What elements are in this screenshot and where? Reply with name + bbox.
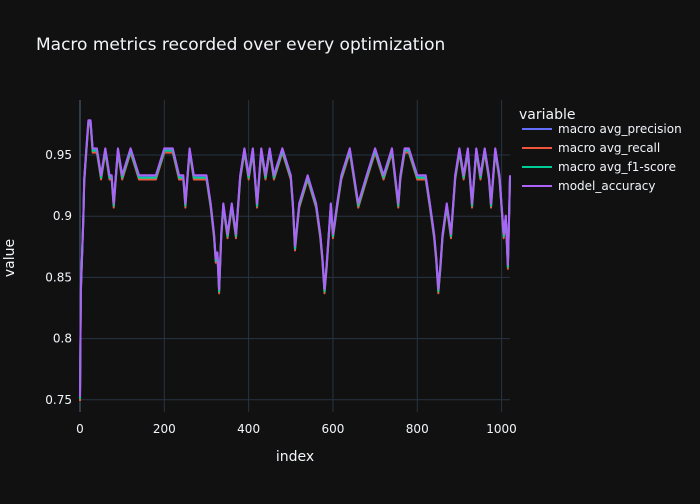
y-tick-label: 0.8 bbox=[53, 332, 72, 346]
legend-item-0[interactable]: macro avg_precision bbox=[522, 122, 682, 136]
x-tick-label: 400 bbox=[237, 422, 260, 436]
x-tick-label: 1000 bbox=[486, 422, 517, 436]
legend-label: macro avg_f1-score bbox=[558, 160, 676, 174]
y-tick-label: 0.75 bbox=[45, 393, 72, 407]
legend-item-3[interactable]: model_accuracy bbox=[522, 179, 656, 193]
y-axis-label: value bbox=[2, 239, 18, 277]
legend-label: model_accuracy bbox=[558, 179, 656, 193]
grid-lines bbox=[79, 100, 510, 412]
x-tick-label: 0 bbox=[76, 422, 84, 436]
chart-title: Macro metrics recorded over every optimi… bbox=[36, 35, 445, 55]
series-line-3 bbox=[79, 119, 511, 397]
x-axis-label: index bbox=[276, 449, 314, 465]
x-tick-label: 200 bbox=[153, 422, 176, 436]
y-tick-label: 0.95 bbox=[45, 148, 72, 162]
x-tick-label: 600 bbox=[321, 422, 344, 436]
legend-item-1[interactable]: macro avg_recall bbox=[522, 141, 660, 155]
legend-label: macro avg_recall bbox=[558, 141, 660, 155]
y-tick-label: 0.9 bbox=[53, 209, 72, 223]
legend-item-2[interactable]: macro avg_f1-score bbox=[522, 160, 676, 174]
x-tick-label: 800 bbox=[406, 422, 429, 436]
series-lines bbox=[79, 119, 511, 401]
axis-ticks: 0 200 400 600 800 1000 0.75 0.8 0.85 0.9 0.95 bbox=[45, 148, 517, 436]
legend-title: variable bbox=[519, 107, 575, 123]
legend-label: macro avg_precision bbox=[558, 122, 682, 136]
y-tick-label: 0.85 bbox=[45, 270, 72, 284]
